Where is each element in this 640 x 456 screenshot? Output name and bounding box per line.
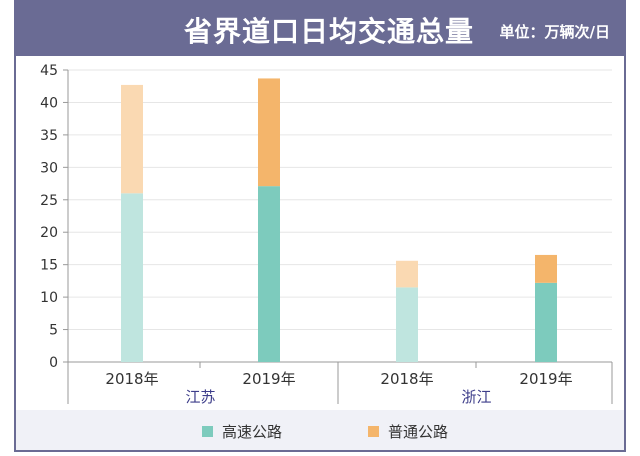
legend-swatch-expressway	[202, 426, 213, 437]
bar-expressway	[121, 193, 143, 362]
bar-expressway	[396, 287, 418, 362]
y-tick-label: 20	[40, 225, 58, 241]
unit-label: 单位：万辆次/日	[499, 23, 610, 41]
legend-label-ordinary-road: 普通公路	[388, 423, 449, 441]
legend-label-expressway: 高速公路	[222, 423, 283, 441]
y-tick-label: 40	[40, 95, 58, 111]
grid-lines	[68, 69, 612, 363]
bar-expressway	[535, 282, 557, 362]
y-tick-label: 0	[49, 355, 58, 371]
y-tick-label: 35	[40, 128, 58, 144]
x-group-label: 江苏	[185, 388, 215, 406]
legend: 高速公路 普通公路	[16, 410, 624, 450]
x-category-label: 2019年	[242, 370, 295, 388]
chart-header: 省界道口日均交通总量 单位：万辆次/日	[16, 2, 624, 56]
y-tick-label: 30	[40, 160, 58, 176]
y-axis-ticks: 0 5 10 15 20 25 30 35 40 45	[40, 63, 69, 371]
legend-item-ordinary-road[interactable]: 普通公路	[368, 421, 448, 442]
legend-swatch-ordinary-road	[368, 426, 379, 437]
y-tick-label: 5	[49, 323, 58, 339]
x-category-label: 2019年	[519, 370, 572, 388]
y-tick-label: 45	[40, 63, 58, 79]
y-tick-label: 15	[40, 258, 58, 274]
bar-expressway	[258, 186, 280, 362]
legend-item-expressway[interactable]: 高速公路	[202, 421, 282, 442]
bar-chart: 0 5 10 15 20 25 30 35 40 45 2018年 2019年 2018年 2019年江…	[40, 63, 613, 406]
bars	[121, 78, 557, 362]
bar-ordinary-road	[121, 84, 143, 194]
bar-ordinary-road	[396, 260, 418, 288]
x-group-label: 浙江	[461, 388, 491, 406]
y-tick-label: 25	[40, 193, 58, 209]
chart-frame: 省界道口日均交通总量 单位：万辆次/日 0 5 10 15 20 25 30 35 40 45 2…	[14, 0, 626, 452]
x-category-label: 2018年	[380, 370, 433, 388]
x-axis	[67, 362, 613, 404]
x-category-label: 2018年	[105, 370, 158, 388]
bar-ordinary-road	[258, 78, 280, 187]
bar-ordinary-road	[535, 254, 557, 283]
chart-title: 省界道口日均交通总量	[184, 15, 475, 48]
y-tick-label: 10	[40, 290, 58, 306]
